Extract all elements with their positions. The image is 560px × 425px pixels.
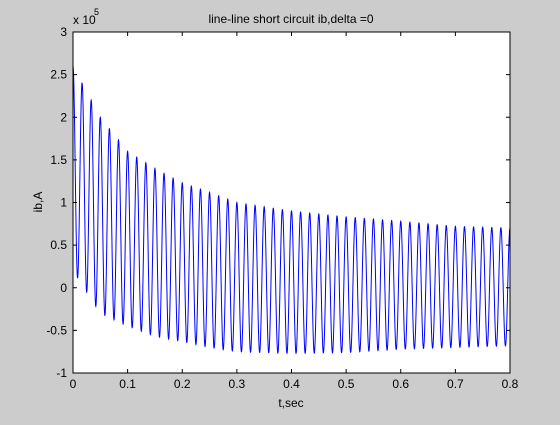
series-line-0 — [72, 66, 511, 355]
y-tick-label: 1.5 — [50, 153, 67, 167]
y-scale-base: x 10 — [73, 13, 96, 27]
x-tick-label: 0.8 — [502, 377, 519, 391]
x-tick-label: 0.1 — [119, 377, 136, 391]
x-tick-label: 0.5 — [338, 377, 355, 391]
chart-title: line-line short circuit ib,delta =0 — [208, 12, 373, 26]
y-tick-label: 2 — [60, 110, 67, 124]
x-tick-label: 0.6 — [392, 377, 409, 391]
series-layer — [72, 66, 511, 355]
y-tick-label: 0 — [60, 281, 67, 295]
plot-area — [73, 32, 510, 373]
x-tick-label: 0.7 — [447, 377, 464, 391]
x-tick-label: 0.4 — [283, 377, 300, 391]
x-axis-label: t,sec — [278, 396, 303, 410]
x-tick-label: 0 — [70, 377, 77, 391]
y-tick-label: 2.5 — [50, 68, 67, 82]
y-tick-label: -1 — [56, 366, 67, 380]
tick-layer: 0 0.1 0.2 0.3 0.4 0.5 0.6 0.7 0.8 -1 -0.5 0 0.5 1 1.5 2… — [46, 25, 518, 391]
y-tick-label: -0.5 — [46, 323, 67, 337]
y-scale-exponent: 5 — [94, 7, 99, 17]
y-axis-label: ib,A — [31, 192, 45, 213]
y-tick-label: 3 — [60, 25, 67, 39]
y-tick-label: 0.5 — [50, 238, 67, 252]
x-tick-label: 0.3 — [229, 377, 246, 391]
y-tick-label: 1 — [60, 196, 67, 210]
x-tick-label: 0.2 — [174, 377, 191, 391]
